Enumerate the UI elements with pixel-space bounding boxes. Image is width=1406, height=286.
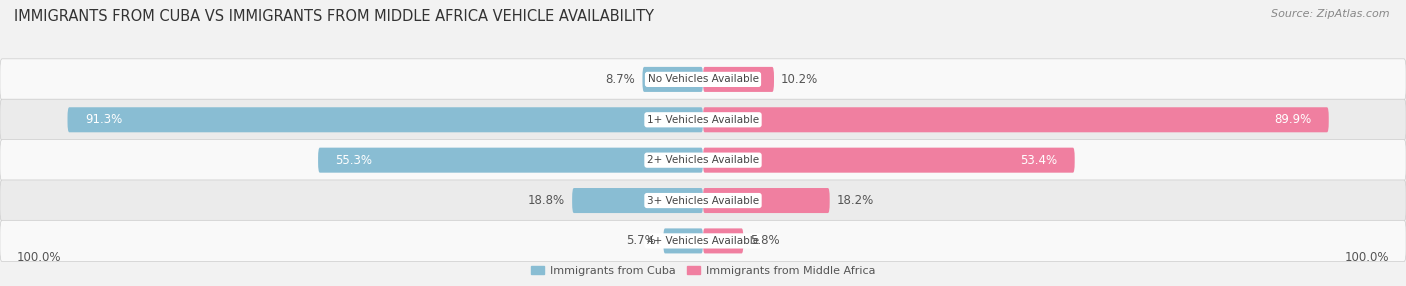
FancyBboxPatch shape: [643, 67, 703, 92]
FancyBboxPatch shape: [664, 229, 703, 253]
Text: 55.3%: 55.3%: [336, 154, 373, 167]
FancyBboxPatch shape: [703, 229, 744, 253]
Text: 2+ Vehicles Available: 2+ Vehicles Available: [647, 155, 759, 165]
Text: 5.8%: 5.8%: [751, 235, 780, 247]
FancyBboxPatch shape: [572, 188, 703, 213]
Text: No Vehicles Available: No Vehicles Available: [648, 74, 758, 84]
Text: 100.0%: 100.0%: [1344, 251, 1389, 264]
FancyBboxPatch shape: [0, 99, 1406, 140]
FancyBboxPatch shape: [0, 59, 1406, 100]
FancyBboxPatch shape: [703, 67, 773, 92]
Text: 18.2%: 18.2%: [837, 194, 875, 207]
Text: 8.7%: 8.7%: [606, 73, 636, 86]
FancyBboxPatch shape: [0, 140, 1406, 181]
FancyBboxPatch shape: [318, 148, 703, 173]
Text: 89.9%: 89.9%: [1274, 113, 1312, 126]
FancyBboxPatch shape: [703, 148, 1074, 173]
FancyBboxPatch shape: [0, 220, 1406, 261]
Text: 5.7%: 5.7%: [627, 235, 657, 247]
Text: 91.3%: 91.3%: [84, 113, 122, 126]
Text: Source: ZipAtlas.com: Source: ZipAtlas.com: [1271, 9, 1389, 19]
FancyBboxPatch shape: [0, 180, 1406, 221]
Text: 10.2%: 10.2%: [780, 73, 818, 86]
FancyBboxPatch shape: [703, 188, 830, 213]
FancyBboxPatch shape: [67, 107, 703, 132]
FancyBboxPatch shape: [703, 107, 1329, 132]
Text: 3+ Vehicles Available: 3+ Vehicles Available: [647, 196, 759, 206]
Legend: Immigrants from Cuba, Immigrants from Middle Africa: Immigrants from Cuba, Immigrants from Mi…: [526, 261, 880, 281]
Text: 53.4%: 53.4%: [1021, 154, 1057, 167]
Text: 18.8%: 18.8%: [529, 194, 565, 207]
Text: 4+ Vehicles Available: 4+ Vehicles Available: [647, 236, 759, 246]
Text: 100.0%: 100.0%: [17, 251, 62, 264]
Text: IMMIGRANTS FROM CUBA VS IMMIGRANTS FROM MIDDLE AFRICA VEHICLE AVAILABILITY: IMMIGRANTS FROM CUBA VS IMMIGRANTS FROM …: [14, 9, 654, 23]
Text: 1+ Vehicles Available: 1+ Vehicles Available: [647, 115, 759, 125]
